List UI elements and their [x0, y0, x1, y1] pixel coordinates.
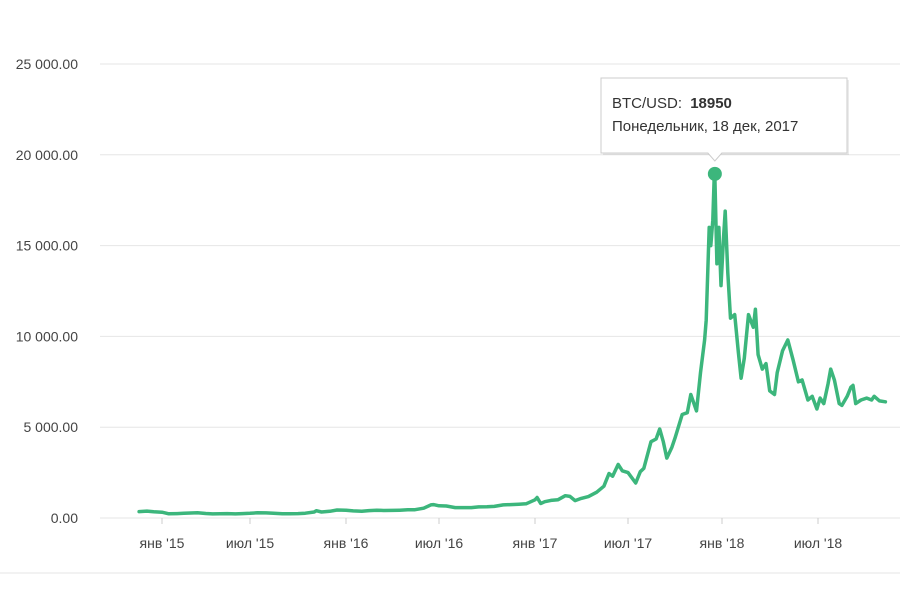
y-tick-label: 25 000.00: [16, 56, 78, 72]
series-btc-usd: [137, 166, 888, 516]
x-tick-label: июл '17: [604, 535, 653, 551]
grid: [0, 63, 900, 574]
series-line: [137, 172, 888, 516]
tooltip-box: [600, 77, 848, 162]
x-tick-label: янв '18: [700, 535, 745, 551]
tooltip-label: BTC/USD:: [612, 95, 682, 112]
x-axis: янв '15 июл '15 янв '16 июл '16 янв '17 июл '…: [140, 518, 843, 551]
tooltip: BTC/USD: 18950 Понедельник, 18 дек, 2017: [600, 77, 849, 162]
tooltip-line-1: BTC/USD: 18950: [612, 95, 732, 112]
x-tick-label: янв '15: [140, 535, 185, 551]
y-tick-label: 5 000.00: [24, 419, 79, 435]
highlight-point[interactable]: [707, 166, 722, 181]
x-tick-label: июл '18: [794, 535, 843, 551]
y-tick-label: 0.00: [51, 510, 78, 526]
x-tick-label: янв '17: [513, 535, 558, 551]
y-tick-label: 15 000.00: [16, 238, 78, 254]
x-tick-label: июл '15: [226, 535, 275, 551]
tooltip-value: 18950: [690, 95, 732, 112]
y-tick-label: 20 000.00: [16, 147, 78, 163]
y-tick-label: 10 000.00: [16, 328, 78, 344]
y-axis: 0.00 5 000.00 10 000.00 15 000.00 20 000.00 2…: [16, 56, 79, 526]
x-tick-label: июл '16: [415, 535, 464, 551]
tooltip-date: Понедельник, 18 дек, 2017: [612, 118, 798, 135]
x-tick-label: янв '16: [324, 535, 369, 551]
